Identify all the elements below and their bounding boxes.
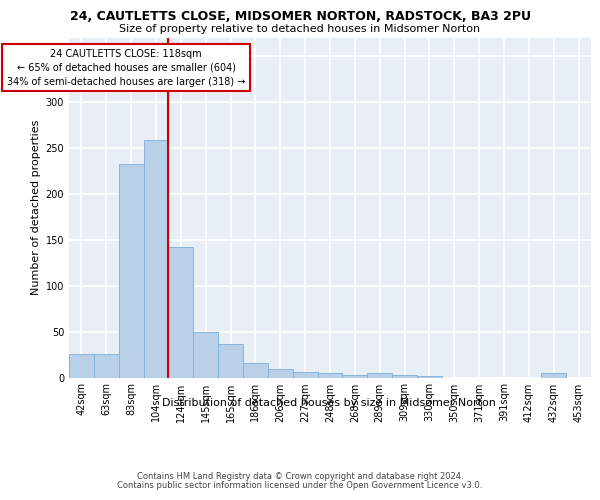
Bar: [94, 354, 119, 378]
Text: Size of property relative to detached houses in Midsomer Norton: Size of property relative to detached ho…: [119, 24, 481, 34]
Bar: [119, 164, 143, 378]
Bar: [293, 372, 317, 378]
Bar: [541, 373, 566, 378]
Bar: [193, 332, 218, 378]
Text: Contains public sector information licensed under the Open Government Licence v3: Contains public sector information licen…: [118, 481, 482, 490]
Bar: [317, 373, 343, 378]
Bar: [367, 373, 392, 378]
Bar: [392, 374, 417, 378]
Text: 24 CAUTLETTS CLOSE: 118sqm
← 65% of detached houses are smaller (604)
34% of sem: 24 CAUTLETTS CLOSE: 118sqm ← 65% of deta…: [7, 48, 245, 86]
Bar: [169, 247, 193, 378]
Bar: [268, 369, 293, 378]
Bar: [143, 140, 169, 378]
Y-axis label: Number of detached properties: Number of detached properties: [31, 120, 41, 295]
Bar: [218, 344, 243, 378]
Text: Distribution of detached houses by size in Midsomer Norton: Distribution of detached houses by size …: [162, 398, 496, 407]
Bar: [417, 376, 442, 378]
Text: Contains HM Land Registry data © Crown copyright and database right 2024.: Contains HM Land Registry data © Crown c…: [137, 472, 463, 481]
Bar: [243, 363, 268, 378]
Bar: [69, 354, 94, 378]
Bar: [343, 374, 367, 378]
Text: 24, CAUTLETTS CLOSE, MIDSOMER NORTON, RADSTOCK, BA3 2PU: 24, CAUTLETTS CLOSE, MIDSOMER NORTON, RA…: [70, 10, 530, 23]
